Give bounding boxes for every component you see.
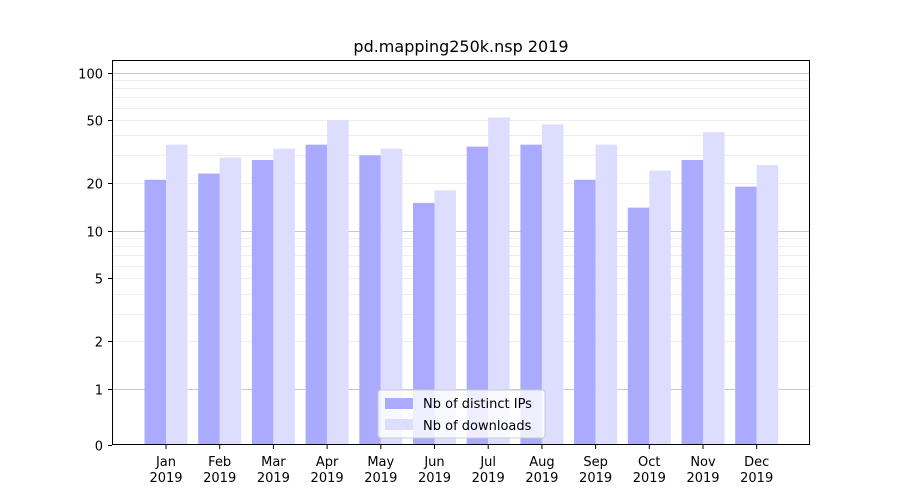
x-tick-label-month: May xyxy=(367,455,394,470)
tick-layer: Jan2019Feb2019Mar2019Apr2019May2019Jun20… xyxy=(78,68,773,487)
chart-title: pd.mapping250k.nsp 2019 xyxy=(353,37,568,56)
x-tick-label-month: Jan xyxy=(155,455,176,470)
x-tick-label-year: 2019 xyxy=(740,471,773,486)
y-tick-label: 20 xyxy=(86,178,103,193)
x-tick-label-month: Nov xyxy=(690,455,716,470)
y-tick-label: 5 xyxy=(95,273,103,288)
bar-distinct-ips-sep xyxy=(574,179,596,446)
bar-downloads-nov xyxy=(703,132,725,445)
y-tick-label: 0 xyxy=(95,440,103,455)
bar-distinct-ips-apr xyxy=(305,144,328,445)
x-tick-label-month: Jul xyxy=(479,455,496,470)
bar-distinct-ips-feb xyxy=(198,173,220,446)
x-tick-label-month: Apr xyxy=(316,455,339,470)
x-tick-label-month: Dec xyxy=(744,455,769,470)
x-tick-label-year: 2019 xyxy=(149,471,182,486)
x-tick-label-year: 2019 xyxy=(257,471,290,486)
y-tick-label: 10 xyxy=(86,226,103,241)
legend-label-downloads: Nb of downloads xyxy=(423,419,532,434)
bar-downloads-jan xyxy=(166,144,188,445)
bar-distinct-ips-mar xyxy=(251,160,274,445)
x-tick-label-year: 2019 xyxy=(633,471,666,486)
legend-swatch-distinct-ips xyxy=(385,398,413,409)
x-tick-label-month: Aug xyxy=(529,455,554,470)
bar-downloads-jun xyxy=(434,190,456,445)
x-tick-label-year: 2019 xyxy=(525,471,558,486)
y-tick-label: 1 xyxy=(95,384,103,399)
bar-distinct-ips-jul xyxy=(466,146,489,445)
bar-downloads-feb xyxy=(219,157,242,445)
bar-downloads-sep xyxy=(595,144,618,445)
x-tick-label-month: Jun xyxy=(423,455,444,470)
legend: Nb of distinct IPs Nb of downloads xyxy=(377,389,546,439)
x-tick-label-month: Feb xyxy=(208,455,231,470)
bar-downloads-aug xyxy=(541,124,564,446)
x-tick-label-year: 2019 xyxy=(579,471,612,486)
legend-swatch-downloads xyxy=(385,419,413,430)
x-tick-label-year: 2019 xyxy=(364,471,397,486)
bar-distinct-ips-aug xyxy=(520,144,542,445)
legend-label-distinct-ips: Nb of distinct IPs xyxy=(423,397,532,412)
bar-downloads-dec xyxy=(756,165,779,445)
x-tick-label-month: Mar xyxy=(261,455,286,470)
x-tick-label-month: Oct xyxy=(638,455,660,470)
y-tick-label: 50 xyxy=(86,115,103,130)
bar-downloads-oct xyxy=(649,170,671,445)
x-tick-label-year: 2019 xyxy=(472,471,505,486)
bar-distinct-ips-nov xyxy=(681,160,703,445)
bar-distinct-ips-dec xyxy=(735,186,757,446)
bar-distinct-ips-may xyxy=(359,155,381,445)
x-tick-label-year: 2019 xyxy=(311,471,344,486)
bar-downloads-mar xyxy=(273,148,295,445)
x-tick-label-year: 2019 xyxy=(418,471,451,486)
x-tick-label-month: Sep xyxy=(583,455,608,470)
x-tick-label-year: 2019 xyxy=(203,471,236,486)
bar-distinct-ips-jun xyxy=(413,202,435,445)
legend-box xyxy=(377,389,546,439)
bar-downloads-apr xyxy=(327,120,349,445)
x-tick-label-year: 2019 xyxy=(686,471,719,486)
bar-layer xyxy=(144,117,779,446)
bar-downloads-jul xyxy=(488,117,510,445)
bar-distinct-ips-oct xyxy=(627,207,650,445)
bar-distinct-ips-jan xyxy=(144,179,166,446)
bar-downloads-may xyxy=(380,148,403,445)
y-tick-label: 2 xyxy=(95,336,103,351)
y-tick-label: 100 xyxy=(78,68,103,83)
plot-frame xyxy=(112,60,810,445)
